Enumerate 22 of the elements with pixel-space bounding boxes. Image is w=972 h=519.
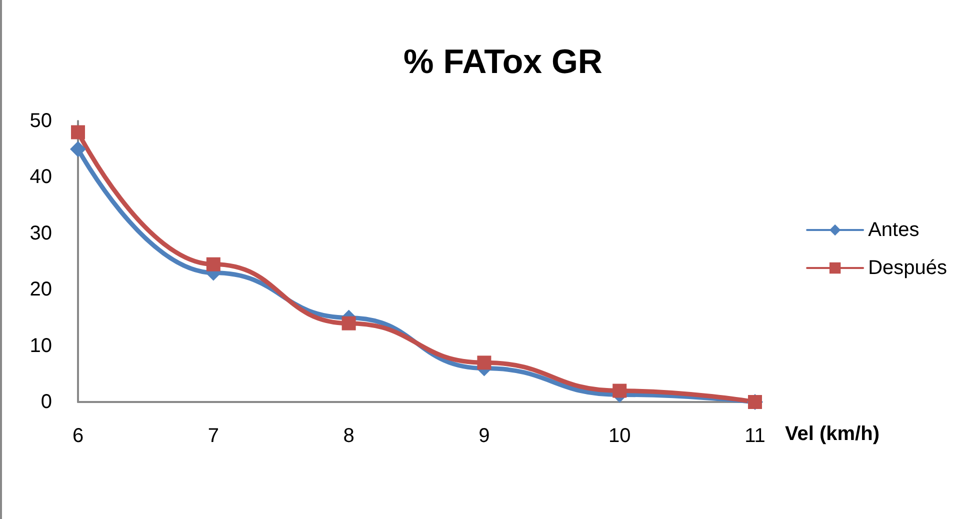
y-tick-label: 10 — [30, 334, 52, 357]
x-tick-label: 7 — [208, 425, 219, 447]
x-tick-label: 6 — [72, 425, 84, 447]
point — [71, 125, 85, 140]
point — [70, 141, 86, 158]
x-tick-label: 8 — [343, 425, 354, 447]
y-tick-label: 50 — [30, 110, 52, 132]
y-tick-label: 0 — [40, 391, 52, 413]
y-tick-label: 30 — [30, 222, 52, 244]
x-tick-label: 11 — [744, 425, 766, 447]
legend-label: Después — [868, 257, 947, 279]
point — [612, 384, 627, 398]
x-axis-title: Vel (km/h) — [785, 423, 880, 445]
chart-title: % FATox GR — [404, 43, 602, 81]
point — [477, 356, 492, 370]
y-tick-label: 20 — [30, 278, 52, 301]
y-tick-label: 40 — [30, 166, 52, 188]
point — [342, 316, 356, 330]
x-tick-label: 9 — [478, 425, 490, 447]
x-tick-label: 10 — [608, 425, 631, 447]
legend-label: Antes — [868, 219, 920, 241]
point — [206, 257, 220, 272]
